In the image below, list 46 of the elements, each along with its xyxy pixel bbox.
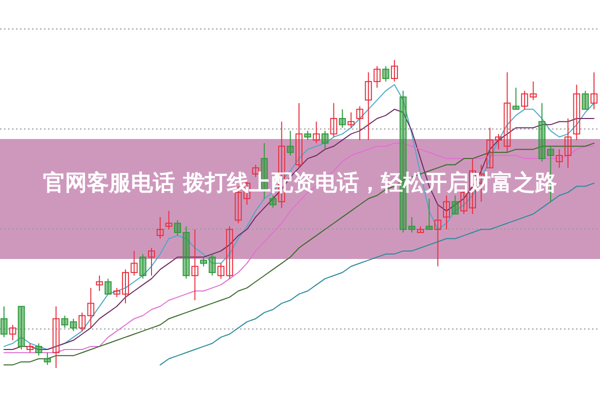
candlestick — [590, 72, 598, 110]
candlestick — [538, 102, 546, 162]
candlestick — [338, 108, 346, 128]
candlestick — [434, 204, 442, 267]
candlestick — [148, 247, 155, 276]
candlestick — [356, 106, 364, 141]
candlestick — [286, 130, 294, 156]
candlestick — [78, 312, 86, 332]
candlestick — [426, 198, 433, 230]
candlestick — [330, 102, 338, 138]
candlestick — [174, 220, 182, 236]
candlestick — [573, 84, 580, 141]
candlestick — [70, 318, 77, 332]
candlestick — [582, 90, 589, 110]
candlestick — [35, 342, 42, 356]
candlestick — [0, 306, 8, 338]
candlestick — [312, 121, 320, 144]
candlestick — [200, 256, 208, 267]
candlestick — [9, 324, 16, 341]
candlestick — [348, 112, 355, 128]
candlestick — [44, 352, 51, 366]
candlestick — [530, 81, 537, 101]
candlestick — [304, 130, 312, 141]
candlestick — [322, 130, 329, 150]
candlestick — [390, 60, 398, 82]
candlestick — [512, 87, 520, 110]
candlestick — [191, 228, 198, 301]
candlestick — [26, 342, 34, 354]
candlestick — [139, 254, 146, 280]
candlestick — [104, 278, 112, 295]
candlestick — [156, 216, 164, 240]
candlestick — [269, 195, 276, 208]
candlestick — [296, 102, 302, 168]
candlestick — [408, 216, 416, 233]
candlestick — [61, 315, 68, 328]
candlestick — [87, 287, 94, 328]
candlestick — [18, 306, 25, 350]
candlestick — [52, 306, 60, 368]
candlestick — [96, 275, 103, 292]
candlestick — [452, 195, 459, 214]
candlestick — [521, 90, 528, 110]
candlestick — [208, 254, 216, 276]
candlestick — [382, 66, 390, 82]
candlestick — [443, 195, 450, 230]
candlestick — [165, 210, 172, 230]
candlestick — [182, 226, 190, 280]
